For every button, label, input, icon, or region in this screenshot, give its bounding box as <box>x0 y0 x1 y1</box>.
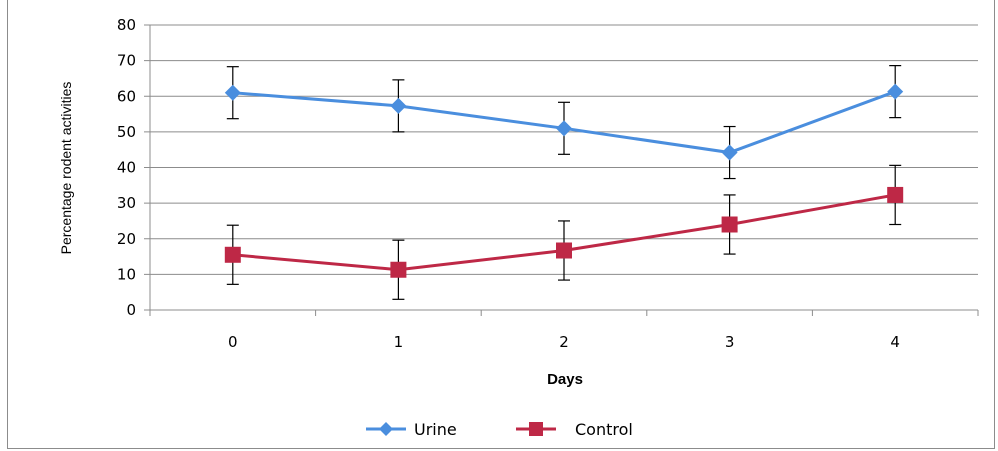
x-tick-label: 1 <box>394 333 404 351</box>
legend-item-urine: Urine <box>366 420 457 439</box>
y-tick-label: 60 <box>117 87 136 105</box>
data-point <box>224 84 241 101</box>
legend-marker <box>379 422 393 436</box>
data-point <box>224 246 241 263</box>
data-point <box>887 186 904 203</box>
legend: Urine Control <box>366 420 633 439</box>
gridlines <box>144 24 979 316</box>
data-point <box>721 144 738 161</box>
data-point <box>556 242 572 259</box>
x-tick-label: 2 <box>559 333 569 351</box>
x-axis-title: Days <box>547 371 583 388</box>
data-point <box>887 83 904 100</box>
y-tick-label: 0 <box>126 301 136 319</box>
y-tick-labels: 0 10 20 30 40 50 60 70 80 <box>117 16 136 319</box>
y-tick-label: 40 <box>117 159 136 177</box>
x-tick-label: 4 <box>890 333 900 351</box>
x-tick-label: 3 <box>725 333 735 351</box>
y-tick-label: 80 <box>117 16 136 34</box>
legend-item-control: Control <box>516 420 633 439</box>
series-layer <box>224 65 904 300</box>
series-urine <box>224 65 904 180</box>
legend-label: Urine <box>414 420 457 439</box>
y-tick-label: 30 <box>117 194 136 212</box>
data-point <box>390 261 407 278</box>
y-tick-label: 10 <box>117 265 136 283</box>
chart-frame <box>7 0 995 449</box>
data-point <box>556 120 572 137</box>
y-tick-label: 70 <box>117 52 136 70</box>
y-axis-title: Percentage rodent activities <box>58 82 74 255</box>
y-tick-label: 20 <box>117 230 136 248</box>
x-tick-labels: 0 1 2 3 4 <box>228 333 900 351</box>
y-tick-label: 50 <box>117 123 136 141</box>
axes <box>149 25 978 311</box>
data-point <box>721 216 738 233</box>
legend-marker <box>529 422 543 436</box>
data-point <box>390 97 407 114</box>
x-tick-label: 0 <box>228 333 238 351</box>
legend-label: Control <box>575 420 633 439</box>
series-control <box>224 164 904 300</box>
